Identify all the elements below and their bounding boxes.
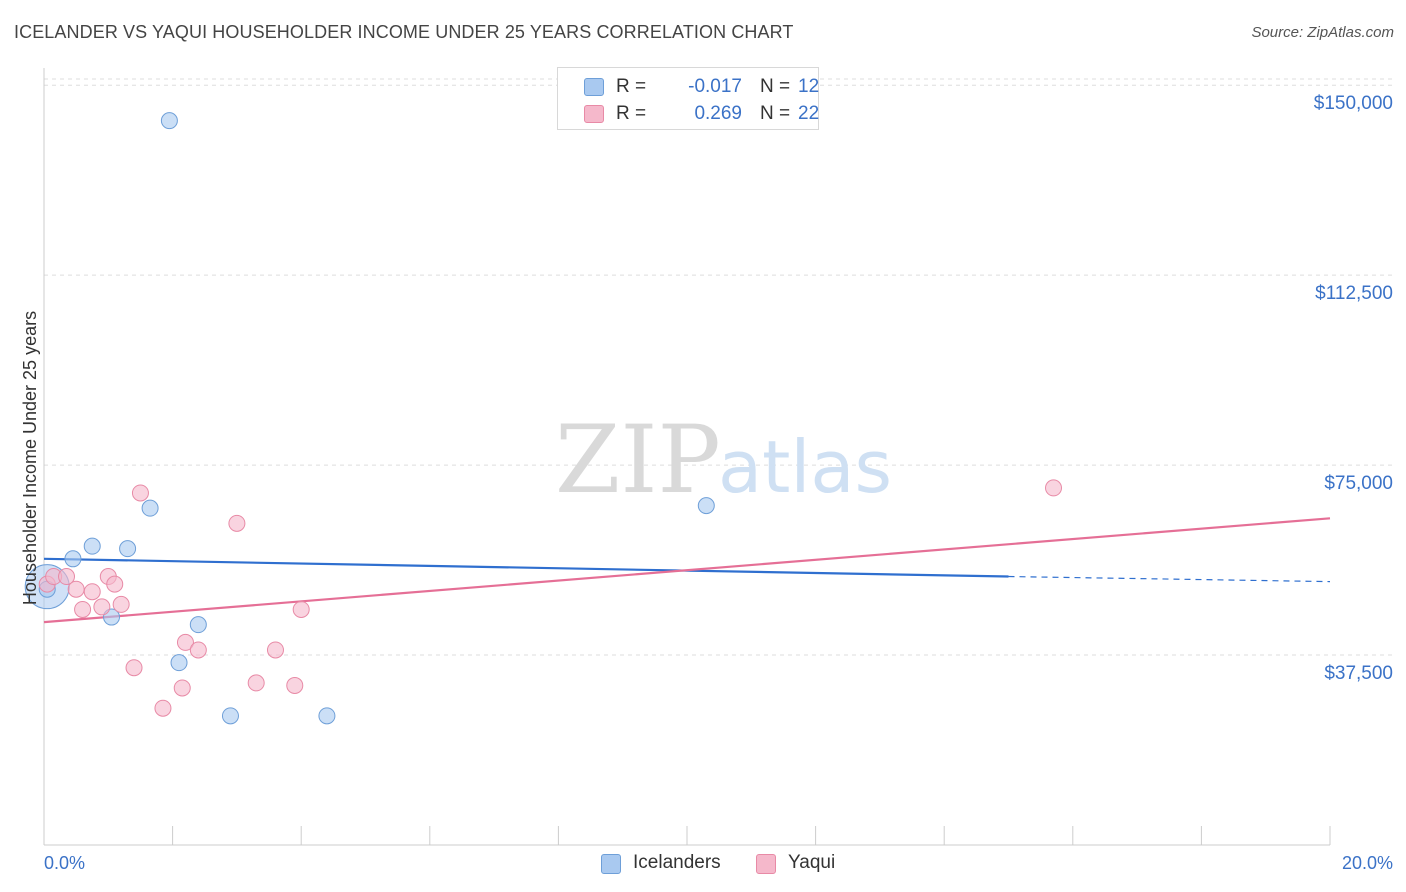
point-icelanders — [83, 537, 101, 555]
chart-title: ICELANDER VS YAQUI HOUSEHOLDER INCOME UN… — [14, 22, 794, 42]
point-yaqui — [292, 600, 310, 618]
legend-swatch-icelanders — [601, 854, 621, 874]
point-yaqui — [1045, 479, 1063, 497]
legend-r-value: 0.269 — [694, 103, 742, 124]
watermark-zip: ZIP — [555, 406, 721, 515]
legend-n-label: N = — [760, 103, 791, 124]
point-yaqui — [112, 595, 130, 613]
point-icelanders — [119, 540, 137, 558]
point-icelanders — [189, 616, 207, 634]
legend-r-label: R = — [616, 103, 647, 124]
point-yaqui — [154, 699, 172, 717]
axes — [43, 68, 1331, 846]
watermark: ZIP atlas — [555, 406, 892, 515]
legend-n-value: 12 — [798, 76, 820, 97]
point-yaqui — [266, 641, 284, 659]
point-icelanders — [160, 112, 178, 130]
watermark-atlas: atlas — [718, 425, 892, 509]
y-tick-label: $75,000 — [1324, 473, 1393, 494]
point-yaqui — [93, 598, 111, 616]
point-yaqui — [131, 484, 149, 502]
legend-r-value: -0.017 — [688, 76, 742, 97]
legend-label-yaqui: Yaqui — [788, 852, 836, 873]
y-tick-labels: $37,500 $75,000 $112,500 $150,000 — [1314, 93, 1393, 684]
point-icelanders — [221, 707, 239, 725]
point-icelanders — [697, 497, 715, 515]
y-tick-label: $112,500 — [1315, 283, 1393, 304]
legend-n-value: 22 — [798, 103, 820, 124]
x-tick-label: 0.0% — [44, 853, 85, 873]
legend-label-icelanders: Icelanders — [633, 852, 721, 873]
trend-line-extension — [1008, 575, 1331, 583]
trend-lines — [43, 517, 1331, 624]
point-yaqui — [106, 575, 124, 593]
point-yaqui — [286, 676, 304, 694]
x-tick-labels: 0.0% 20.0% — [44, 853, 1393, 873]
data-points — [24, 112, 1063, 725]
point-icelanders — [170, 654, 188, 672]
legend-swatch-yaqui — [584, 105, 604, 123]
point-icelanders — [318, 707, 336, 725]
point-yaqui — [247, 674, 265, 692]
legend-swatch-yaqui — [756, 854, 776, 874]
x-tick-label: 20.0% — [1342, 853, 1393, 873]
point-yaqui — [74, 600, 92, 618]
point-yaqui — [67, 580, 85, 598]
legend-n-label: N = — [760, 76, 791, 97]
y-axis-label: Householder Income Under 25 years — [20, 311, 40, 605]
point-yaqui — [83, 583, 101, 601]
point-yaqui — [173, 679, 191, 697]
point-yaqui — [58, 568, 76, 586]
trend-line-yaqui — [43, 517, 1331, 624]
point-icelanders — [64, 550, 82, 568]
point-icelanders — [141, 499, 159, 517]
legend-swatch-icelanders — [584, 78, 604, 96]
point-yaqui — [228, 514, 246, 532]
trend-line-icelanders — [43, 557, 1009, 578]
point-yaqui — [176, 633, 194, 651]
point-yaqui — [189, 641, 207, 659]
correlation-legend: R = -0.017 N = 12 R = 0.269 N = 22 — [557, 67, 819, 130]
source-label: Source: ZipAtlas.com — [1251, 24, 1394, 41]
y-tick-label: $37,500 — [1324, 663, 1393, 684]
y-tick-label: $150,000 — [1314, 93, 1393, 114]
point-yaqui — [125, 659, 143, 677]
legend-r-label: R = — [616, 76, 647, 97]
